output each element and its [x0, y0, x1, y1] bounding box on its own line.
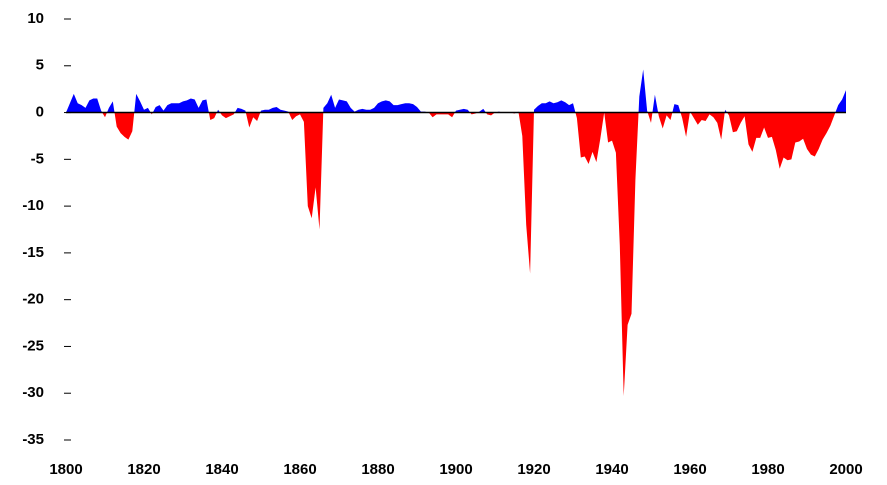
- y-tick-label: 5: [36, 57, 44, 74]
- y-tick-label: -10: [22, 197, 44, 214]
- positive-area: [66, 69, 846, 113]
- y-tick-label: -35: [22, 431, 44, 448]
- x-tick-label: 2000: [829, 461, 862, 478]
- x-tick-label: 1860: [283, 461, 316, 478]
- x-tick-label: 1940: [595, 461, 628, 478]
- x-tick-label: 1820: [127, 461, 160, 478]
- y-tick-label: -25: [22, 337, 44, 354]
- y-tick-label: 10: [27, 10, 44, 27]
- y-tick-label: -5: [31, 150, 44, 167]
- x-tick-label: 1980: [751, 461, 784, 478]
- y-tick-label: -30: [22, 384, 44, 401]
- x-tick-label: 1920: [517, 461, 550, 478]
- y-tick-label: 0: [36, 104, 44, 121]
- x-tick-label: 1840: [205, 461, 238, 478]
- x-tick-label: 1900: [439, 461, 472, 478]
- y-tick-label: -15: [22, 244, 44, 261]
- negative-area: [66, 112, 846, 397]
- x-tick-label: 1800: [49, 461, 82, 478]
- x-tick-label: 1960: [673, 461, 706, 478]
- y-tick-label: -20: [22, 291, 44, 308]
- x-tick-label: 1880: [361, 461, 394, 478]
